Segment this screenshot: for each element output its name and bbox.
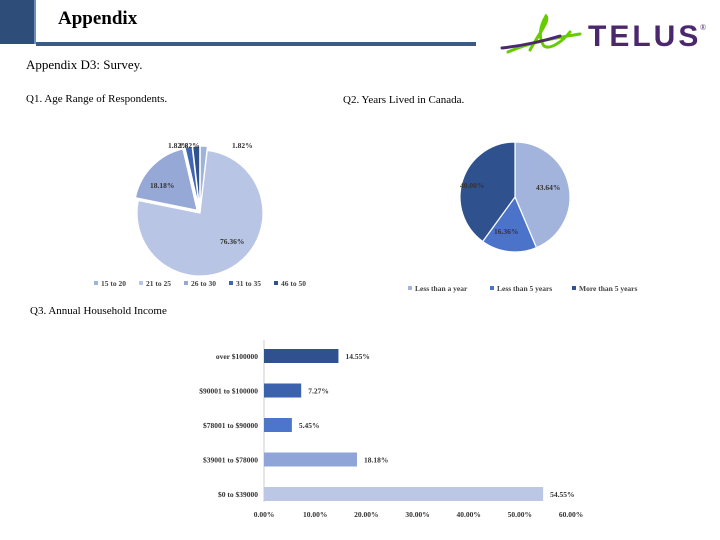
income-category-label-39001-to-78000: $39001 to $78000 [203, 456, 258, 465]
income-category-label-over-100000: over $100000 [216, 352, 258, 361]
years-legend-swatch-less-than-a-year [408, 286, 412, 290]
age-slice-26-to-30 [134, 148, 198, 211]
telus-logo-swoosh-accent [500, 34, 562, 50]
income-data-label-90001-to-100000: 7.27% [308, 387, 329, 396]
age-legend-swatch-46-to-50 [274, 281, 278, 285]
age-legend-swatch-21-to-25 [139, 281, 143, 285]
income-bar-78001-to-90000 [264, 418, 292, 432]
years-legend-label-less-than-a-year: Less than a year [415, 284, 468, 293]
header-rule [36, 42, 476, 46]
income-category-label-0-to-39000: $0 to $39000 [218, 490, 258, 499]
age-data-label-21-to-25: 76.36% [220, 237, 244, 246]
years-slice-less-than-5-years [481, 195, 538, 253]
income-data-label-0-to-39000: 54.55% [550, 490, 574, 499]
age-slice-46-to-50 [191, 145, 201, 210]
years-legend-swatch-less-than-5-years [490, 286, 494, 290]
age-data-label-46-to-50: 1.82% [232, 141, 253, 150]
age-data-label-15-to-20: 1.82% [179, 141, 200, 150]
income-x-tick-2: 20.00% [354, 510, 378, 519]
years-legend-swatch-more-than-5-years [572, 286, 576, 290]
q1-label: Q1. Age Range of Respondents. [26, 93, 168, 105]
household-income-bar-chart: $0 to $39000 54.55% $39001 to $78000 18.18%… [199, 340, 583, 519]
age-legend-swatch-26-to-30 [184, 281, 188, 285]
income-bar-39001-to-78000 [264, 452, 358, 467]
income-x-tick-6: 60.00% [559, 510, 583, 519]
telus-logo: TELUS ® [500, 13, 706, 54]
income-x-tick-5: 50.00% [508, 510, 532, 519]
telus-logo-registered-mark: ® [700, 23, 706, 32]
age-legend-swatch-15-to-20 [94, 281, 98, 285]
age-legend-label-26-to-30: 26 to 30 [191, 279, 216, 288]
page-title: Appendix [58, 8, 138, 29]
age-legend-label-46-to-50: 46 to 50 [281, 279, 306, 288]
age-legend-label-21-to-25: 21 to 25 [146, 279, 171, 288]
q3-label: Q3. Annual Household Income [30, 305, 167, 317]
years-data-label-less-than-a-year: 43.64% [536, 183, 560, 192]
income-bar-90001-to-100000 [264, 383, 302, 398]
income-data-label-39001-to-78000: 18.18% [364, 456, 388, 465]
slide-subtitle: Appendix D3: Survey. [26, 57, 143, 72]
corner-accent-line [34, 0, 36, 44]
income-category-label-90001-to-100000: $90001 to $100000 [199, 387, 258, 396]
years-legend-label-less-than-5-years: Less than 5 years [497, 284, 552, 293]
telus-logo-text: TELUS [588, 20, 701, 53]
years-slice-less-than-a-year [514, 141, 571, 249]
age-legend-label-15-to-20: 15 to 20 [101, 279, 126, 288]
income-data-label-over-100000: 14.55% [345, 352, 369, 361]
age-legend-label-31-to-35: 31 to 35 [236, 279, 261, 288]
years-data-label-less-than-5-years: 16.36% [494, 227, 518, 236]
income-data-label-78001-to-90000: 5.45% [299, 421, 320, 430]
income-x-tick-4: 40.00% [456, 510, 480, 519]
income-bar-over-100000 [264, 349, 339, 363]
income-x-tick-1: 10.00% [303, 510, 327, 519]
years-data-label-more-than-5-years: 40.00% [460, 181, 484, 190]
age-slice-21-to-25 [136, 149, 264, 277]
age-data-label-26-to-30: 18.18% [150, 181, 174, 190]
years-slice-more-than-5-years [459, 141, 516, 243]
years-legend-label-more-than-5-years: More than 5 years [579, 284, 637, 293]
age-data-label-31-to-35: 1.82% [168, 141, 189, 150]
income-x-tick-3: 30.00% [405, 510, 429, 519]
income-category-label-78001-to-90000: $78001 to $90000 [203, 421, 258, 430]
age-legend-swatch-31-to-35 [229, 281, 233, 285]
age-range-pie-chart: 1.82%76.36%18.18%1.82% 1.82%15 to 20 21 to… [94, 141, 306, 288]
income-x-tick-0: 0.00% [254, 510, 275, 519]
q2-label: Q2. Years Lived in Canada. [343, 94, 465, 106]
years-in-canada-pie-chart: 43.64% 16.36% 40.00% Less than a year Less t… [408, 141, 637, 293]
corner-accent-block [0, 0, 34, 44]
income-bar-0-to-39000 [264, 487, 544, 501]
